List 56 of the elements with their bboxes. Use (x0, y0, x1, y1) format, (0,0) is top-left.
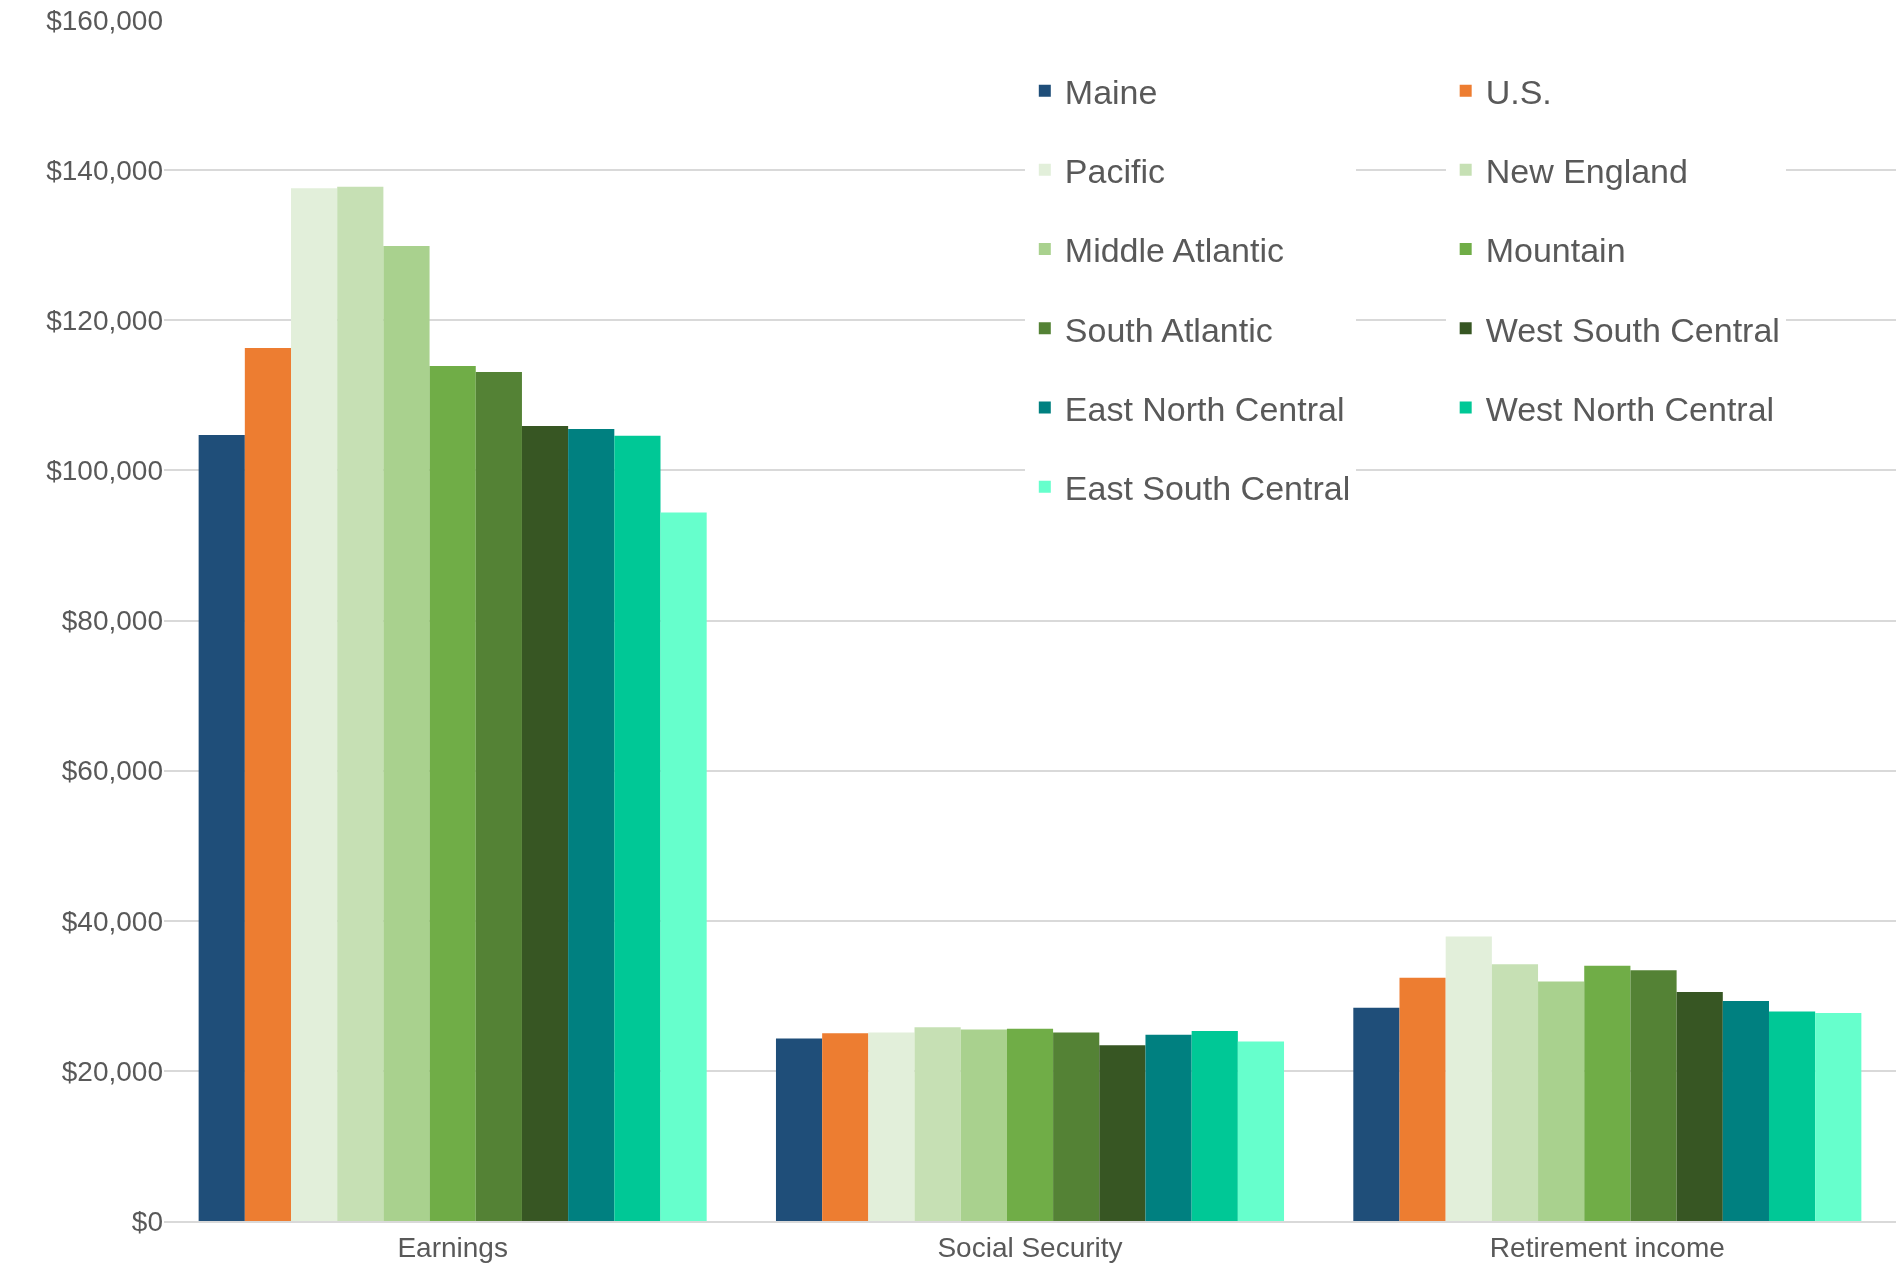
bar (198, 435, 245, 1221)
legend-label: West South Central (1485, 310, 1780, 349)
bar (1722, 1001, 1769, 1221)
y-tick-label: $20,000 (61, 1055, 163, 1087)
legend-label: East North Central (1064, 389, 1345, 428)
bar (1399, 977, 1446, 1221)
bar (1191, 1031, 1238, 1221)
legend-label: Maine (1064, 72, 1158, 111)
y-tick-label: $100,000 (46, 455, 163, 487)
bar (1630, 970, 1677, 1221)
bar (244, 348, 292, 1221)
y-tick-label: $80,000 (61, 605, 163, 637)
y-tick-label: $160,000 (46, 4, 163, 36)
bar (1353, 1007, 1400, 1221)
bar (521, 426, 569, 1221)
x-tick-label: Social Security (937, 1231, 1123, 1263)
legend-label: South Atlantic (1064, 310, 1273, 349)
bar (291, 188, 338, 1221)
bar (429, 366, 476, 1221)
y-tick-label: $40,000 (61, 905, 163, 937)
legend-label: U.S. (1485, 72, 1552, 111)
y-tick-label: $120,000 (46, 305, 163, 337)
bar (383, 245, 430, 1221)
x-tick-label: Retirement income (1489, 1231, 1725, 1263)
bar (614, 435, 661, 1221)
y-tick-label: $140,000 (46, 154, 163, 186)
bar (1006, 1028, 1054, 1221)
bar (1676, 992, 1723, 1221)
legend-label: New England (1485, 152, 1688, 191)
legend-label: Pacific (1064, 152, 1165, 191)
bar (1538, 981, 1585, 1221)
bar (914, 1027, 961, 1221)
y-tick-label: $60,000 (61, 755, 163, 787)
bar (1445, 936, 1492, 1221)
legend-label: Mountain (1485, 231, 1626, 270)
bar (1237, 1041, 1285, 1221)
x-tick-label: Earnings (397, 1231, 508, 1263)
bar (1815, 1013, 1862, 1221)
bar (660, 512, 707, 1221)
bar (1053, 1032, 1100, 1221)
y-tick-label: $0 (131, 1205, 163, 1237)
bar (1099, 1045, 1146, 1221)
bar (1491, 964, 1539, 1221)
legend-label: West North Central (1485, 389, 1775, 428)
bar (960, 1029, 1007, 1221)
legend-label: Middle Atlantic (1064, 231, 1285, 270)
bar (1145, 1034, 1192, 1221)
bar (337, 186, 384, 1221)
bar (775, 1038, 823, 1221)
bar (568, 429, 615, 1221)
legend-label: East South Central (1064, 468, 1351, 507)
bar (1584, 965, 1631, 1221)
bar (475, 372, 522, 1221)
bar (1768, 1011, 1816, 1221)
bar (868, 1032, 915, 1221)
bar (822, 1033, 869, 1221)
